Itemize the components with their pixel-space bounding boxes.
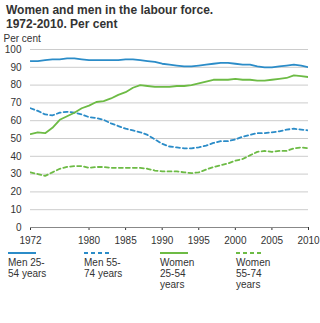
svg-text:Per cent: Per cent bbox=[4, 33, 41, 44]
svg-text:0: 0 bbox=[16, 222, 22, 233]
svg-text:1972: 1972 bbox=[19, 235, 42, 246]
svg-text:2005: 2005 bbox=[261, 235, 284, 246]
svg-text:1985: 1985 bbox=[114, 235, 137, 246]
svg-text:40: 40 bbox=[10, 151, 22, 162]
svg-text:90: 90 bbox=[10, 62, 22, 73]
svg-text:1995: 1995 bbox=[188, 235, 211, 246]
html-text:Women 55-74 years: Women 55-74 years bbox=[236, 257, 271, 290]
html-text:Women 25-54 years: Women 25-54 years bbox=[160, 257, 195, 290]
svg-text:1990: 1990 bbox=[151, 235, 174, 246]
svg-text:30: 30 bbox=[10, 168, 22, 179]
svg-text:2010: 2010 bbox=[297, 235, 320, 246]
svg-text:80: 80 bbox=[10, 79, 22, 90]
svg-text:60: 60 bbox=[10, 115, 22, 126]
svg-text:1980: 1980 bbox=[78, 235, 101, 246]
svg-text:70: 70 bbox=[10, 97, 22, 108]
svg-text:20: 20 bbox=[10, 186, 22, 197]
html-text:Women and men in the labour fo: Women and men in the labour force. 1972-… bbox=[6, 3, 214, 31]
svg-text:10: 10 bbox=[10, 204, 22, 215]
svg-text:100: 100 bbox=[5, 44, 22, 55]
svg-text:2000: 2000 bbox=[224, 235, 247, 246]
html-text:Men 25-54 years: Men 25-54 years bbox=[8, 257, 47, 279]
html-text:Men 55-74 years: Men 55-74 years bbox=[84, 257, 123, 279]
svg-text:50: 50 bbox=[10, 133, 22, 144]
